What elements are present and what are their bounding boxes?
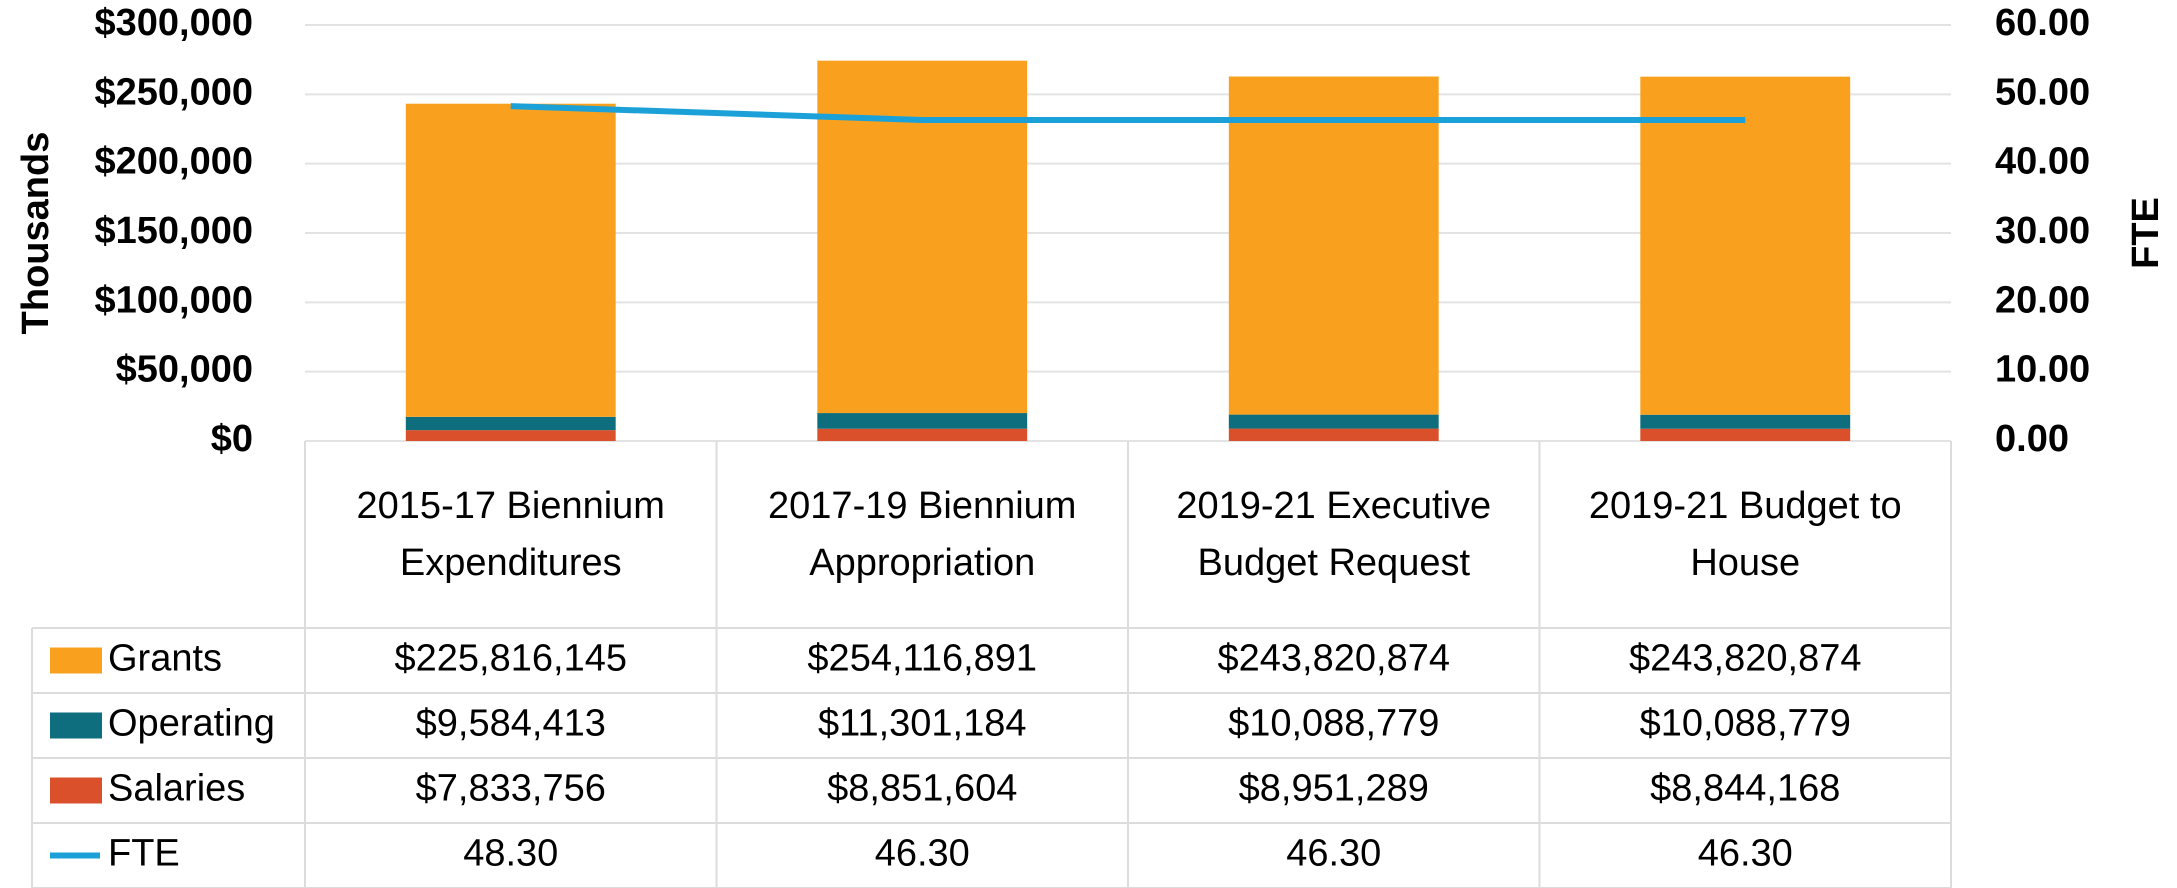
y-tick-label: $300,000: [95, 2, 254, 44]
bar-segment: [1228, 428, 1439, 441]
table-value: $10,088,779: [1640, 703, 1851, 745]
y2-tick-label: 0.00: [1995, 418, 2069, 460]
y-tick-label: $150,000: [95, 210, 254, 252]
bar-segment: [1228, 414, 1439, 429]
table-value: $243,820,874: [1218, 638, 1450, 680]
y2-tick-label: 20.00: [1995, 279, 2090, 321]
bar-segment: [1640, 414, 1851, 429]
y-tick-label: $200,000: [95, 141, 254, 183]
table-value: 46.30: [1698, 833, 1793, 875]
bar-segment: [1228, 76, 1439, 415]
y2-axis-title: FTE: [2125, 197, 2167, 269]
x-tick-label: 2019-21 Budget to House: [1588, 484, 1902, 584]
y-tick-label: $250,000: [95, 71, 254, 113]
table-value: $8,851,604: [827, 768, 1017, 810]
x-tick-label: 2017-19 Biennium Appropriation: [768, 484, 1077, 584]
y-tick-label: $100,000: [95, 279, 254, 321]
bar-segment: [817, 413, 1028, 429]
table-value: $225,816,145: [395, 638, 627, 680]
legend-label: Salaries: [108, 768, 245, 810]
bar-segment: [817, 60, 1028, 414]
table-value: 48.30: [463, 833, 558, 875]
category-cell: 2019-21 Budget to House: [1588, 484, 1902, 584]
bar-segment: [405, 416, 616, 431]
y-axis-title: Thousands: [15, 132, 57, 335]
table-value: $8,844,168: [1650, 768, 1840, 810]
table-value: $11,301,184: [818, 703, 1027, 745]
legend-label: Operating: [108, 703, 275, 745]
table-value: $243,820,874: [1629, 638, 1861, 680]
y-tick-label: $50,000: [116, 349, 253, 391]
table-value: 46.30: [1286, 833, 1381, 875]
x-tick-label: 2015-17 Biennium Expenditures: [356, 484, 665, 584]
legend-swatch: [50, 777, 102, 804]
legend-label: Grants: [108, 638, 222, 680]
bar-segment: [405, 103, 616, 417]
category-cell: 2015-17 Biennium Expenditures: [356, 484, 665, 584]
bar-segment: [817, 428, 1028, 441]
bar-segment: [1640, 428, 1851, 441]
y2-tick-label: 10.00: [1995, 349, 2090, 391]
table-value: 46.30: [875, 833, 970, 875]
table-value: $8,951,289: [1239, 768, 1429, 810]
y2-tick-label: 60.00: [1995, 2, 2090, 44]
line-series: [510, 103, 1746, 123]
y2-tick-label: 40.00: [1995, 141, 2090, 183]
y2-tick-label: 30.00: [1995, 210, 2090, 252]
table-value: $7,833,756: [416, 768, 606, 810]
category-cell: 2017-19 Biennium Appropriation: [768, 484, 1077, 584]
table-value: $10,088,779: [1228, 703, 1439, 745]
legend-label: FTE: [108, 833, 180, 875]
table-value: $9,584,413: [416, 703, 606, 745]
table-value: $254,116,891: [807, 638, 1037, 680]
category-cell: 2019-21 Executive Budget Request: [1176, 484, 1492, 584]
bar-segment: [1640, 76, 1851, 415]
legend-swatch: [50, 712, 102, 739]
x-tick-label: 2019-21 Executive Budget Request: [1176, 484, 1492, 584]
y-tick-label: $0: [211, 418, 253, 460]
y2-tick-label: 50.00: [1995, 71, 2090, 113]
bar-segment: [405, 430, 616, 441]
legend-swatch: [50, 647, 102, 674]
